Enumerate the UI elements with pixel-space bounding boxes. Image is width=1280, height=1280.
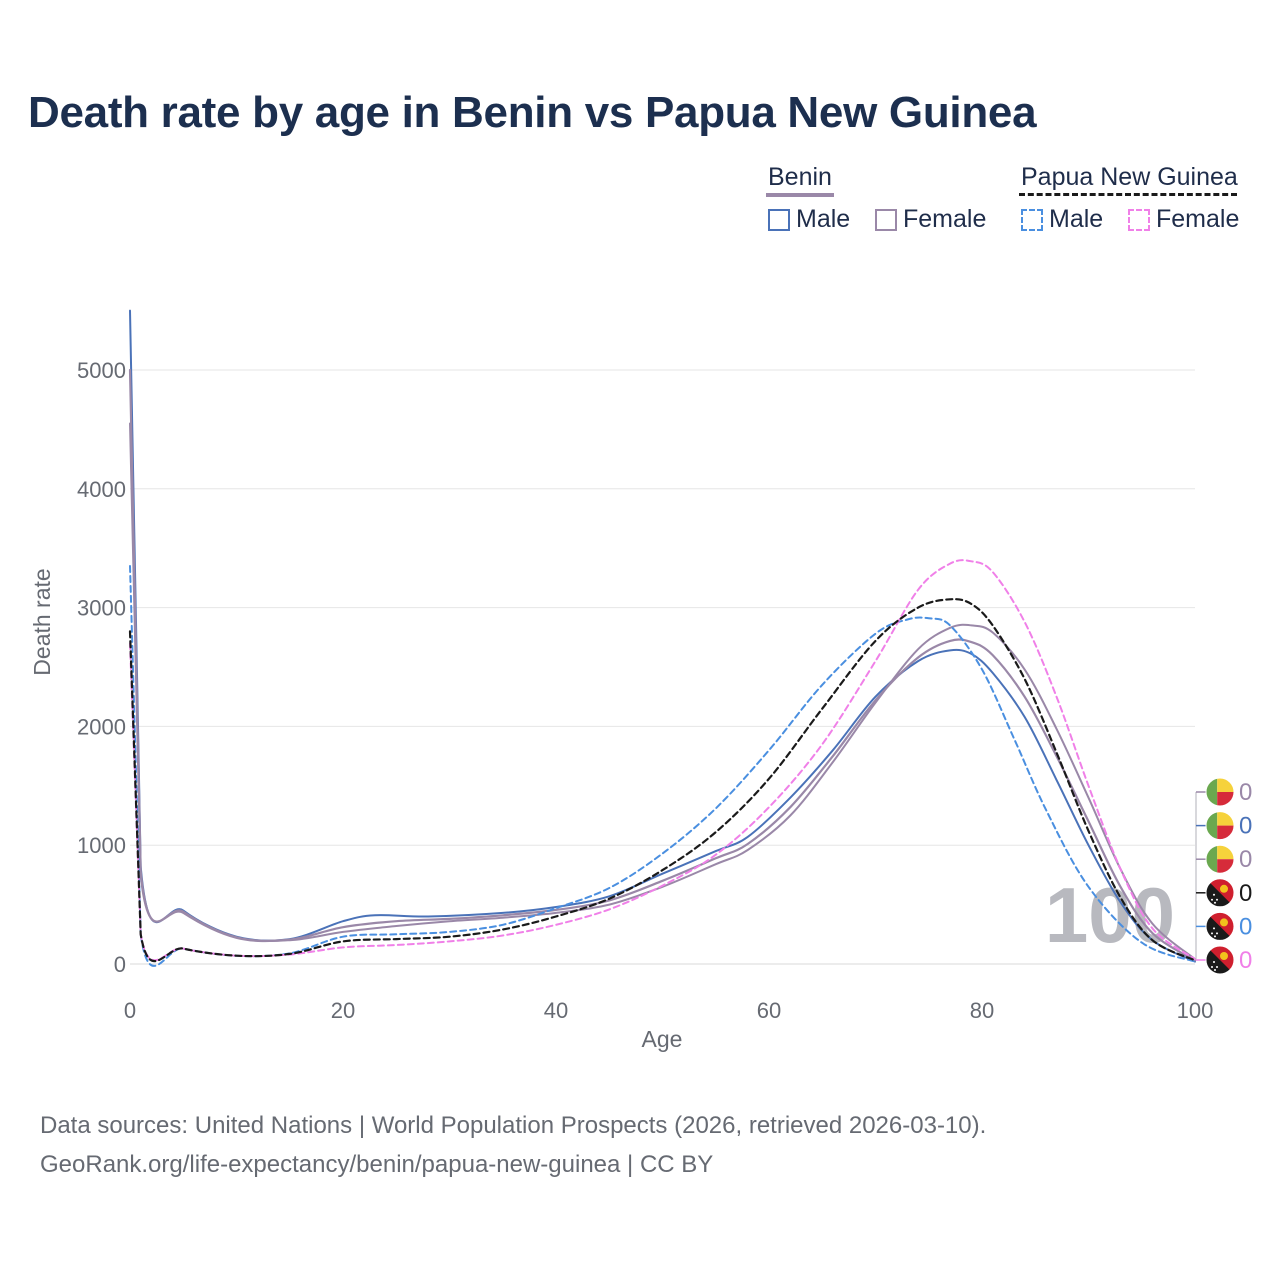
y-tick-label: 1000 [77, 833, 126, 858]
end-label-value: 0 [1239, 947, 1252, 974]
legend-line-benin [766, 193, 834, 197]
chart-title: Death rate by age in Benin vs Papua New … [28, 88, 1037, 137]
x-tick-label: 20 [331, 998, 355, 1023]
series-lines [128, 309, 1197, 967]
data-source: Data sources: United Nations | World Pop… [40, 1106, 986, 1184]
legend-item-png-female[interactable]: Female [1128, 205, 1239, 234]
legend-swatch-benin-male [768, 208, 790, 231]
benin-flag-icon [1205, 844, 1235, 874]
x-axis-title: Age [642, 1026, 683, 1052]
x-axis-ticks: 0 20 40 60 80 100 [124, 998, 1213, 1023]
legend-swatch-png-female [1128, 208, 1150, 231]
legend-swatch-benin-female [875, 208, 897, 231]
series-line-papua-new-guinea-female[interactable] [129, 559, 1196, 962]
series-line-benin-female[interactable] [129, 422, 1196, 961]
y-tick-label: 0 [114, 952, 126, 977]
legend-label-png-female: Female [1156, 205, 1240, 233]
legend-item-benin-female[interactable]: Female [875, 205, 986, 234]
end-label-value: 0 [1239, 779, 1252, 806]
y-axis-title: Death rate [29, 568, 55, 675]
x-tick-label: 40 [544, 998, 568, 1023]
series-line-papua-new-guinea[interactable] [128, 598, 1197, 963]
png-flag-icon [1205, 945, 1235, 975]
legend-group-benin[interactable]: Benin [768, 163, 832, 191]
source-line-1: Data sources: United Nations | World Pop… [40, 1112, 987, 1139]
y-tick-label: 2000 [77, 714, 126, 739]
y-tick-label: 3000 [77, 596, 126, 621]
end-labels: 0 0 0 0 0 0 [1195, 777, 1252, 975]
legend-item-benin-male[interactable]: Male [768, 205, 850, 234]
legend-line-png [1019, 193, 1237, 196]
legend-item-png-male[interactable]: Male [1021, 205, 1103, 234]
benin-flag-icon [1205, 777, 1235, 807]
legend-label-png-male: Male [1049, 205, 1104, 233]
legend-swatch-png-male [1021, 208, 1043, 231]
y-axis-ticks: 0 1000 2000 3000 4000 5000 [77, 358, 126, 977]
end-label-value: 0 [1239, 813, 1252, 840]
y-tick-label: 4000 [77, 477, 126, 502]
x-tick-label: 100 [1177, 998, 1214, 1023]
x-tick-label: 80 [970, 998, 994, 1023]
x-tick-label: 0 [124, 998, 136, 1023]
source-line-2[interactable]: GeoRank.org/life-expectancy/benin/papua-… [40, 1151, 714, 1178]
gridlines [130, 369, 1195, 965]
png-flag-icon [1205, 911, 1235, 941]
end-label-value: 0 [1239, 846, 1252, 873]
series-line-papua-new-guinea-male[interactable] [129, 565, 1196, 967]
end-label-value: 0 [1239, 880, 1252, 907]
png-flag-icon [1205, 878, 1235, 908]
x-tick-label: 60 [757, 998, 781, 1023]
benin-flag-icon [1205, 811, 1235, 841]
end-label-value: 0 [1239, 913, 1252, 940]
y-tick-label: 5000 [77, 358, 126, 383]
series-line-benin[interactable] [128, 368, 1197, 962]
legend-label-benin-female: Female [903, 205, 987, 233]
series-line-benin-male[interactable] [129, 309, 1196, 963]
legend-label-benin-male: Male [796, 205, 851, 233]
legend-group-png[interactable]: Papua New Guinea [1021, 163, 1238, 191]
